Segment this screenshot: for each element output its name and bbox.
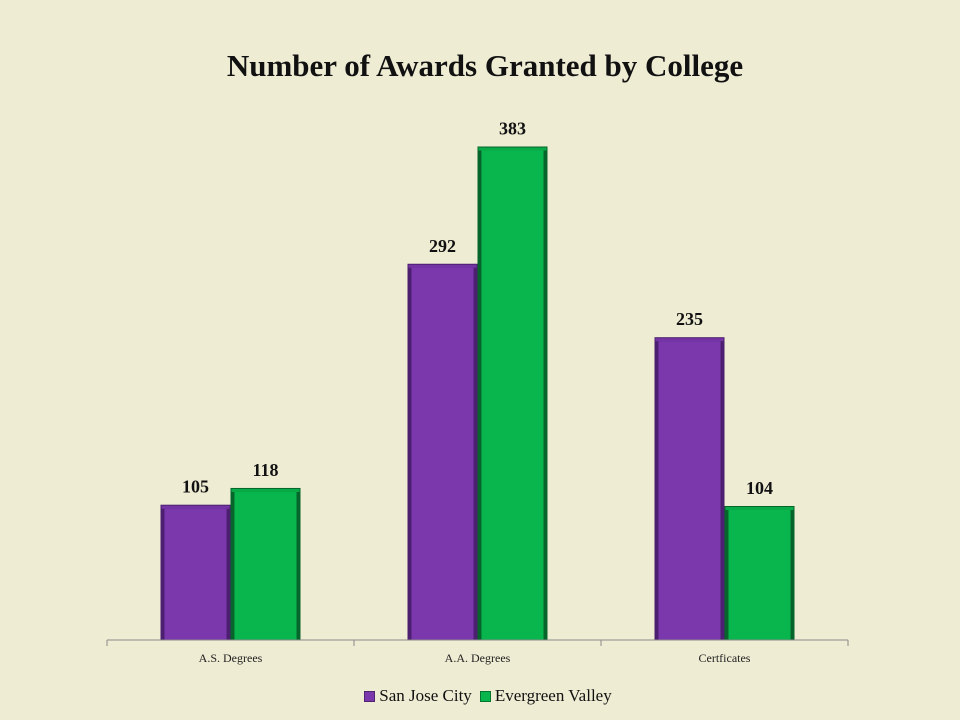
- bar-evergreen-valley-a-s-degrees: [230, 487, 301, 640]
- legend-item-evergreen-valley: Evergreen Valley: [479, 686, 612, 706]
- x-tick-label: A.S. Degrees: [199, 651, 263, 665]
- legend-item-san-jose-city: San Jose City: [364, 686, 472, 706]
- data-label-evergreen-valley-certficates: 104: [746, 478, 773, 498]
- legend: San Jose City Evergreen Valley: [0, 686, 960, 706]
- bar-evergreen-valley-a-a-degrees: [477, 146, 548, 640]
- bars-layer: [160, 146, 795, 640]
- x-tick-label: A.A. Degrees: [445, 651, 511, 665]
- data-label-evergreen-valley-a-a-degrees: 383: [499, 119, 526, 139]
- x-tick-label: Certficates: [699, 651, 751, 665]
- bar-san-jose-city-a-s-degrees: [160, 504, 231, 640]
- bar-evergreen-valley-certficates: [724, 505, 795, 640]
- data-label-evergreen-valley-a-s-degrees: 118: [252, 460, 278, 480]
- x-axis: A.S. Degrees A.A. Degrees Certficates: [106, 639, 849, 665]
- data-label-san-jose-city-certficates: 235: [676, 309, 703, 329]
- legend-label: San Jose City: [379, 686, 472, 705]
- legend-swatch: [364, 690, 376, 702]
- bar-san-jose-city-a-a-degrees: [407, 263, 478, 640]
- legend-swatch: [479, 690, 491, 702]
- data-label-san-jose-city-a-a-degrees: 292: [429, 236, 456, 256]
- data-labels-layer: 105 118 292 383 235 104: [182, 119, 773, 498]
- legend-label: Evergreen Valley: [494, 686, 612, 705]
- data-label-san-jose-city-a-s-degrees: 105: [182, 477, 209, 497]
- chart-title: Number of Awards Granted by College: [226, 48, 744, 83]
- bar-san-jose-city-certficates: [654, 337, 725, 640]
